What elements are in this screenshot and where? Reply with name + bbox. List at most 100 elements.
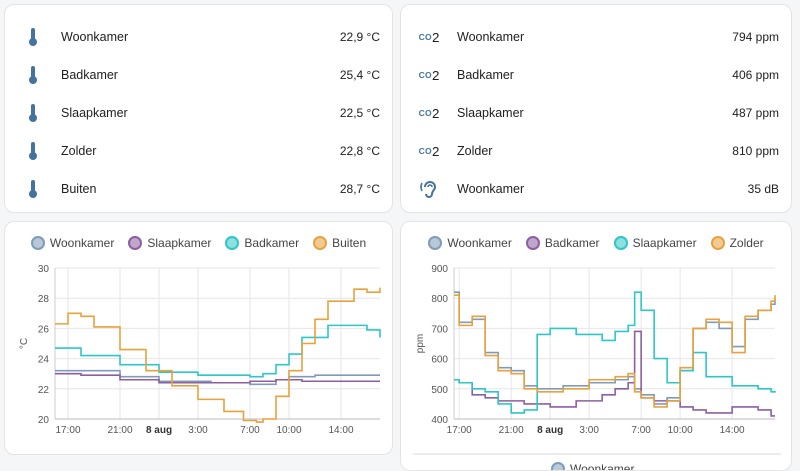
entity-name: Badkamer (457, 68, 514, 82)
entity-row[interactable]: Buiten 28,7 °C (5, 170, 392, 208)
x-tick-label: 3:00 (188, 425, 208, 436)
legend-item[interactable]: Buiten (313, 236, 366, 250)
x-tick-label: 10:00 (668, 425, 693, 436)
series-line-buiten[interactable] (55, 287, 381, 423)
y-tick-label: 28 (38, 294, 50, 305)
entity-state: 25,4 °C (339, 68, 380, 82)
x-tick-label: 21:00 (107, 425, 132, 436)
x-tick-label: 17:00 (55, 425, 80, 436)
co2-icon: CO 2 (418, 103, 440, 123)
x-tick-label: 14:00 (328, 425, 353, 436)
x-tick-label: 8 aug (537, 425, 563, 436)
entity-state: 22,8 °C (339, 144, 380, 158)
entity-row[interactable]: CO 2 Badkamer 406 ppm (401, 56, 791, 94)
y-tick-label: 600 (431, 355, 448, 366)
y-tick-label: 800 (431, 294, 448, 305)
legend-dot-icon (30, 236, 45, 250)
entity-state: 406 ppm (732, 68, 779, 82)
series-line-slaapkamer[interactable] (55, 372, 380, 384)
legend-label: Badkamer (544, 236, 600, 250)
entity-row[interactable]: Zolder 22,8 °C (5, 132, 392, 170)
legend-item[interactable]: Slaapkamer (613, 236, 697, 250)
co2-icon-text: CO (418, 108, 432, 118)
series-line-slaapkamer[interactable] (454, 291, 776, 414)
thermometer-icon (23, 179, 43, 199)
x-tick-label: 3:00 (579, 425, 599, 436)
y-axis-title: °C (19, 338, 30, 349)
y-axis-title: ppm (415, 334, 426, 353)
legend-item[interactable]: Woonkamer (428, 236, 512, 250)
legend-item[interactable]: Badkamer (225, 236, 299, 250)
y-tick-label: 20 (38, 415, 50, 426)
series-line-badkamer[interactable] (55, 324, 381, 378)
co2-icon-subscript: 2 (431, 29, 440, 45)
entity-row[interactable]: CO 2 Woonkamer 794 ppm (401, 18, 791, 56)
entity-state: 22,9 °C (339, 30, 380, 44)
legend-dot-icon (225, 236, 240, 250)
legend-dot-icon (710, 236, 725, 250)
legend-label: Buiten (332, 236, 367, 250)
co2-icon-text: CO (418, 70, 432, 80)
legend-dot-icon (128, 236, 143, 250)
x-tick-label: 21:00 (499, 425, 524, 436)
entity-row[interactable]: Woonkamer 22,9 °C (5, 18, 392, 56)
entity-row[interactable]: Badkamer 25,4 °C (5, 56, 392, 94)
series-line-badkamer[interactable] (454, 330, 775, 417)
entity-name: Woonkamer (457, 182, 525, 196)
entity-row[interactable]: Woonkamer 35 dB (401, 170, 791, 208)
x-tick-label: 10:00 (276, 425, 301, 436)
x-tick-label: 7:00 (631, 425, 651, 436)
co2-history-card: Woonkamer Badkamer Slaapkamer Zolder 400 500… (400, 221, 792, 471)
entity-name: Slaapkamer (457, 106, 524, 120)
legend-dot-icon (525, 236, 540, 250)
y-tick-label: 700 (431, 324, 448, 335)
temperature-history-chart[interactable]: 20 22 24 26 28 30 17:00 21:00 8 aug 3:00 7:00 10:00… (5, 222, 393, 455)
chart-legend: Woonkamer Badkamer Slaapkamer Zolder (401, 236, 791, 250)
entity-name: Woonkamer (457, 30, 525, 44)
thermometer-icon (23, 65, 43, 85)
x-tick-label: 7:00 (240, 425, 260, 436)
y-tick-label: 26 (38, 324, 50, 335)
temperature-entities-card: Woonkamer 22,9 °C Badkamer 25,4 °C Slaapkame… (4, 4, 393, 213)
y-tick-label: 24 (38, 355, 50, 366)
entity-name: Zolder (61, 144, 97, 158)
series-line-woonkamer[interactable] (454, 291, 776, 405)
legend-label: Badkamer (244, 236, 300, 250)
x-tick-label: 14:00 (720, 425, 745, 436)
legend-item[interactable]: Slaapkamer (128, 236, 211, 250)
entity-state: 794 ppm (732, 30, 779, 44)
x-tick-label: 17:00 (447, 425, 472, 436)
air-quality-entities-card: CO 2 Woonkamer 794 ppm CO 2 Badkamer 406 ppm CO 2… (400, 4, 792, 213)
entity-row[interactable]: Slaapkamer 22,5 °C (5, 94, 392, 132)
co2-icon-subscript: 2 (431, 143, 440, 159)
thermometer-icon (23, 141, 43, 161)
co2-icon-subscript: 2 (431, 105, 440, 121)
y-tick-label: 30 (38, 264, 50, 275)
co2-icon-text: CO (418, 146, 432, 156)
entity-state: 35 dB (747, 182, 779, 196)
co2-icon: CO 2 (418, 65, 440, 85)
entity-state: 487 ppm (732, 106, 779, 120)
x-tick-label: 8 aug (146, 425, 172, 436)
entity-name: Slaapkamer (61, 106, 128, 120)
legend-item[interactable]: Zolder (710, 236, 764, 250)
legend-label: Woonkamer (447, 236, 512, 250)
temperature-history-card: Woonkamer Slaapkamer Badkamer Buiten 20 22 24… (4, 221, 393, 455)
y-tick-label: 22 (38, 385, 50, 396)
legend-item[interactable]: Woonkamer (30, 236, 114, 250)
second-chart-legend-peek[interactable]: Woonkamer (551, 462, 635, 471)
entity-state: 810 ppm (732, 144, 779, 158)
legend-dot-icon (313, 236, 328, 250)
entity-row[interactable]: CO 2 Zolder 810 ppm (401, 132, 791, 170)
entity-name: Badkamer (61, 68, 118, 82)
y-tick-label: 500 (431, 385, 448, 396)
legend-label: Woonkamer (570, 462, 635, 471)
legend-dot-icon (613, 236, 628, 250)
legend-label: Slaapkamer (632, 236, 697, 250)
entity-row[interactable]: CO 2 Slaapkamer 487 ppm (401, 94, 791, 132)
series-line-zolder[interactable] (454, 294, 776, 408)
legend-item[interactable]: Badkamer (525, 236, 600, 250)
entity-name: Zolder (457, 144, 493, 158)
co2-icon-text: CO (418, 32, 432, 42)
co2-history-chart[interactable]: 400 500 600 700 800 900 17:00 21:00 8 aug 3:00 7:0… (401, 222, 792, 471)
